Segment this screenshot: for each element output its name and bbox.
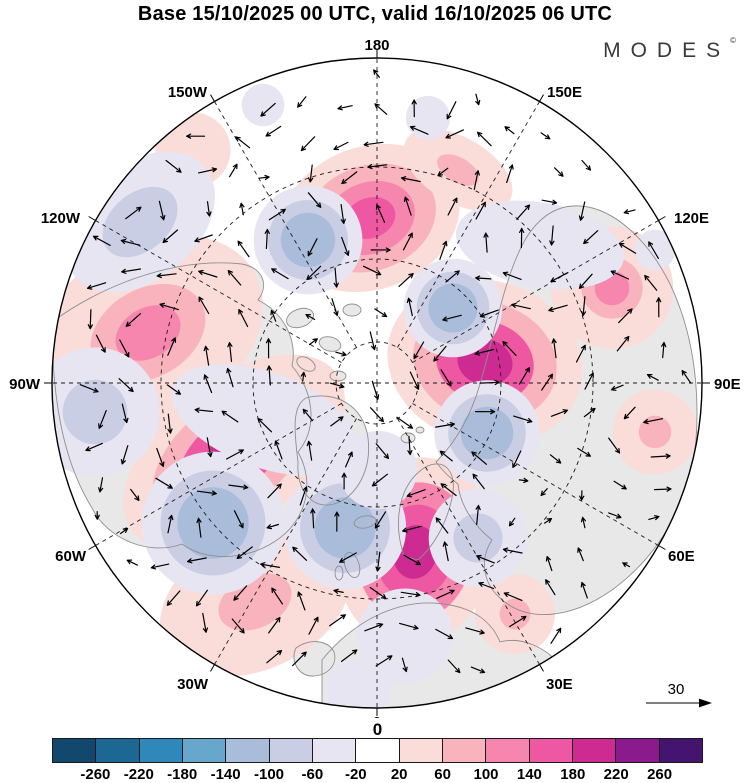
colorbar-tick-label: -100	[253, 766, 285, 783]
colorbar-cell	[486, 739, 530, 762]
anomaly-blob	[455, 200, 625, 290]
anomaly-blob	[428, 283, 478, 333]
anomaly-blob	[314, 497, 376, 559]
colorbar-cell	[182, 739, 227, 762]
colorbar-tick-label: -220	[123, 766, 154, 783]
colorbar-tick-label: -260	[80, 766, 111, 783]
colorbar-cell	[399, 739, 443, 762]
modes-logo-text: MODES	[603, 39, 731, 62]
anomaly-blob	[357, 588, 453, 684]
lon-label-30e: 30E	[546, 676, 573, 693]
colorbar-tick-label: -140	[210, 766, 241, 783]
lon-label-60w: 60W	[55, 548, 87, 565]
colorbar-tick-label: 180	[560, 766, 586, 783]
anomaly-blob	[241, 83, 285, 127]
lon-label-120w: 120W	[41, 210, 81, 227]
colorbar-tick-label: -20	[344, 766, 367, 783]
anomaly-field	[52, 83, 698, 708]
colorbar-cell	[572, 739, 617, 762]
colorbar-cell	[139, 739, 183, 762]
colorbar-tick-label: 220	[603, 766, 629, 783]
polar-map: 180 150W 150E 120W 120E 90W 90E 60W 60E …	[9, 37, 741, 718]
plot-title: Base 15/10/2025 00 UTC, valid 16/10/2025…	[137, 3, 613, 25]
reference-vector: 30	[646, 681, 712, 708]
lon-label-30w: 30W	[177, 676, 209, 693]
lon-label-150w: 150W	[168, 84, 208, 101]
colorbar-cell	[659, 739, 702, 762]
colorbar	[52, 738, 703, 763]
colorbar-cell	[356, 739, 400, 762]
colorbar-tick-label: 60	[434, 766, 451, 783]
lon-label-60e: 60E	[668, 548, 695, 565]
anomaly-blob	[171, 364, 359, 476]
colorbar-cell	[529, 739, 573, 762]
colorbar-cell	[269, 739, 313, 762]
colorbar-cell	[226, 739, 270, 762]
lon-label-0: 0	[373, 714, 381, 718]
colorbar-tick-label: 20	[390, 766, 408, 783]
lon-label-150e: 150E	[547, 84, 582, 101]
wind-field	[79, 69, 692, 674]
anomaly-blob	[177, 487, 249, 559]
modes-logo: MODES©	[603, 36, 736, 63]
colorbar-tick-label: 100	[473, 766, 499, 783]
reference-vector-label: 30	[668, 681, 685, 698]
colorbar-tick-label: -60	[301, 766, 324, 783]
lon-label-180: 180	[364, 37, 389, 54]
colorbar-tick-label: -180	[167, 766, 198, 783]
colorbar-cell	[312, 739, 357, 762]
anomaly-blob	[634, 229, 676, 271]
colorbar-tick-label: 140	[516, 766, 542, 783]
colorbar-cell	[53, 739, 97, 762]
reference-vector-arrowhead	[699, 698, 712, 708]
anomaly-blob	[499, 598, 531, 630]
anomaly-blob	[102, 186, 178, 258]
colorbar-tick-labels: -260 -220 -180 -140 -100 -60 -20 20 60 100 140 180 2…	[52, 766, 703, 783]
anomaly-blob	[338, 430, 418, 510]
anomaly-blob	[453, 513, 503, 563]
lon-label-120e: 120E	[674, 210, 709, 227]
colorbar-zero-label: 0	[372, 720, 383, 739]
colorbar-cell	[616, 739, 660, 762]
wind-arrows	[79, 69, 692, 674]
colorbar-tick-label: 260	[647, 766, 673, 783]
anomaly-blob	[280, 212, 336, 268]
anomaly-blob	[437, 154, 479, 186]
copyright-mark: ©	[730, 36, 736, 45]
anomaly-blob	[460, 406, 514, 460]
lon-label-90w: 90W	[9, 376, 41, 393]
lon-label-90e: 90E	[714, 376, 741, 393]
colorbar-cell	[96, 739, 140, 762]
meridian-ticks	[44, 50, 710, 716]
anomaly-blob	[62, 379, 128, 445]
colorbar-cell	[442, 739, 487, 762]
graticule	[52, 58, 702, 708]
